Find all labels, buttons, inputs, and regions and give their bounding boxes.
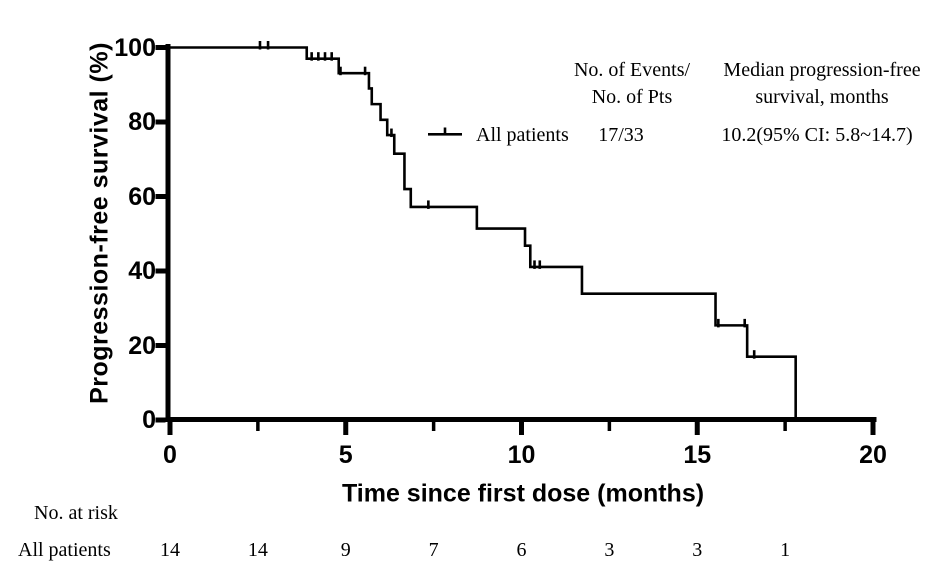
x-axis-minor-tick (783, 422, 787, 431)
censor-tick (266, 41, 270, 50)
x-axis-major-tick (694, 422, 700, 435)
x-axis-minor-tick (256, 422, 260, 431)
risk-count: 1 (780, 539, 791, 561)
y-tick-label: 100 (114, 33, 156, 62)
legend-events-value: 17/33 (598, 124, 644, 146)
legend-header-median-line2: survival, months (755, 86, 889, 108)
risk-count: 3 (692, 539, 703, 561)
x-tick-label: 0 (163, 441, 177, 469)
y-axis-tick (155, 268, 166, 274)
risk-count: 14 (160, 539, 180, 561)
x-axis-major-tick (167, 422, 173, 435)
survival-step-curve (170, 46, 797, 420)
censor-tick (427, 200, 430, 209)
x-tick-label: 5 (338, 441, 353, 469)
legend-header-events-line2: No. of Pts (591, 86, 673, 108)
censor-tick (363, 66, 367, 76)
y-axis-tick (155, 343, 166, 348)
legend-key-censor-tick (443, 127, 447, 136)
risk-count: 7 (428, 539, 439, 561)
x-axis-minor-tick (607, 422, 612, 431)
risk-count: 6 (516, 539, 527, 561)
censor-tick (258, 41, 262, 50)
x-tick-label: 10 (507, 441, 536, 469)
y-tick-label: 80 (128, 108, 156, 136)
censor-tick (533, 260, 536, 269)
x-axis-minor-tick (431, 422, 436, 431)
risk-count: 3 (604, 539, 615, 561)
y-tick-label: 40 (128, 257, 156, 285)
x-tick-label: 20 (859, 441, 887, 469)
risk-count: 9 (340, 539, 351, 561)
censor-tick (752, 350, 756, 359)
x-tick-label: 15 (683, 441, 712, 469)
y-axis-tick (155, 45, 166, 50)
legend-header-events: No. of Events/ No. of Pts (574, 57, 690, 111)
censor-tick (323, 52, 327, 61)
censor-tick (330, 52, 333, 61)
risk-table-title: No. at risk (34, 502, 118, 524)
risk-count: 14 (247, 539, 268, 561)
y-axis-line (165, 44, 171, 422)
x-axis-major-tick (343, 422, 349, 435)
y-tick-label: 0 (142, 406, 156, 434)
censor-tick (717, 318, 720, 328)
censor-tick (310, 52, 313, 61)
y-axis-tick (155, 119, 166, 125)
legend-header-median-line1: Median progression-free (723, 59, 921, 81)
legend-header-events-line1: No. of Events/ (573, 59, 691, 81)
censor-tick (743, 318, 747, 328)
legend-series-label: All patients (476, 124, 569, 146)
x-axis-title: Time since first dose (months) (341, 479, 705, 508)
legend-header-median: Median progression-free survival, months (723, 57, 920, 111)
y-axis-tick (155, 417, 166, 423)
y-tick-label: 60 (128, 182, 156, 211)
censor-tick (538, 260, 542, 269)
x-axis-major-tick (870, 422, 876, 435)
censor-tick (339, 66, 342, 76)
risk-table-row-label: All patients (18, 539, 111, 561)
x-axis-major-tick (519, 422, 524, 435)
y-axis-tick (155, 194, 166, 199)
censor-tick (390, 128, 393, 138)
legend-median-value: 10.2(95% CI: 5.8~14.7) (721, 124, 913, 146)
censor-tick (317, 52, 320, 61)
y-tick-label: 20 (128, 331, 156, 360)
x-axis-line (165, 417, 877, 422)
